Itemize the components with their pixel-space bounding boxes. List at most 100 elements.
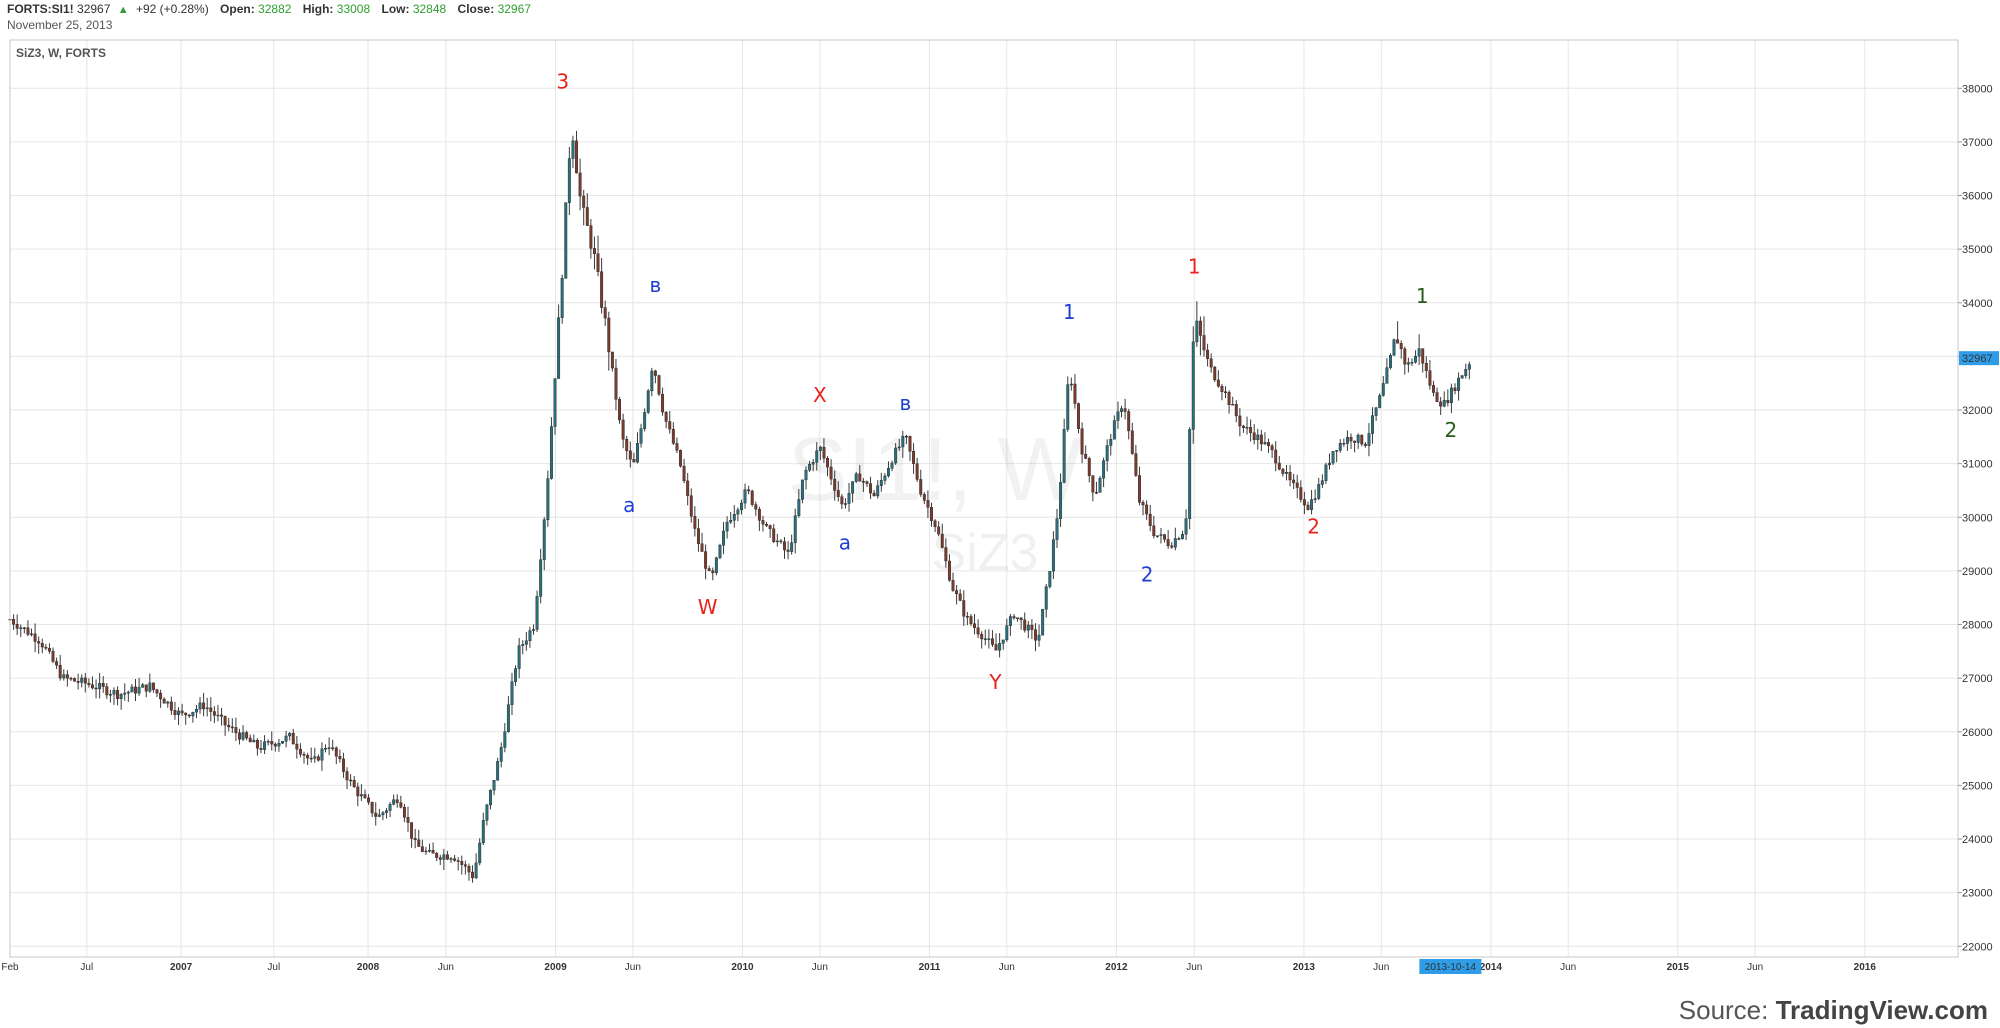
candle (1460, 374, 1464, 379)
wave-label: X (813, 383, 827, 407)
y-tick-label: 36000 (1962, 191, 1993, 203)
candle-body (327, 747, 331, 749)
candle (33, 623, 37, 653)
candle-body (1353, 440, 1357, 443)
source-credit[interactable]: Source: TradingView.com (1679, 995, 1988, 1026)
candle (1396, 321, 1400, 344)
candle-body (123, 692, 127, 695)
symbol-name[interactable]: FORTS:SI1! (7, 2, 74, 16)
candle (729, 512, 733, 524)
candle-body (1005, 625, 1009, 641)
candle-body (718, 545, 722, 559)
candle-body (1259, 434, 1263, 445)
candle (811, 459, 815, 472)
candle (116, 686, 120, 706)
candle (1263, 432, 1267, 445)
y-tick-label: 22000 (1962, 941, 1993, 953)
candle-body (1209, 358, 1213, 368)
candle (1001, 639, 1005, 650)
candle (263, 735, 267, 755)
candle-body (417, 839, 421, 847)
wave-label: а (623, 493, 635, 517)
y-tick-label: 31000 (1962, 459, 1993, 471)
candle (105, 683, 109, 699)
candle-body (420, 846, 424, 852)
candle-body (248, 737, 252, 743)
candle (492, 780, 496, 796)
x-tick-label: Feb (1, 962, 19, 973)
candle (169, 696, 173, 715)
x-tick-label: 2015 (1667, 962, 1690, 973)
candle-body (1195, 320, 1199, 343)
candle (1209, 353, 1213, 373)
candle (453, 854, 457, 862)
candle (1109, 433, 1113, 456)
low-value: 32848 (412, 2, 447, 16)
candle (291, 728, 295, 745)
candle (1367, 423, 1371, 457)
candle (1170, 542, 1174, 549)
candle-body (908, 436, 912, 452)
series-legend[interactable]: SiZ3, W, FORTS (16, 46, 106, 60)
candle-body (291, 732, 295, 745)
candle (836, 481, 840, 502)
candle (1295, 474, 1299, 499)
candle-body (44, 646, 48, 649)
candle-body (216, 714, 220, 717)
candle (467, 863, 471, 881)
candle-body (445, 854, 449, 860)
candle (216, 704, 220, 722)
candle-body (392, 799, 396, 805)
candle (944, 538, 948, 568)
candle (496, 757, 500, 781)
candle (1349, 433, 1353, 449)
candle (940, 523, 944, 549)
candle (607, 311, 611, 371)
candle (1030, 619, 1034, 640)
candle-body (485, 804, 489, 821)
candle (797, 489, 801, 518)
candle-body (1324, 464, 1328, 481)
candle (1116, 401, 1120, 429)
candle (1145, 500, 1149, 521)
candle-body (413, 838, 417, 841)
candle (463, 860, 467, 875)
candle (26, 620, 30, 637)
candle-body (1388, 355, 1392, 368)
candle (664, 411, 668, 429)
candle (471, 865, 474, 883)
candle-body (255, 739, 259, 749)
candle (682, 458, 686, 484)
price-axis[interactable]: 22000 23000 24000 25000 26000 27000 28000 29000… (1958, 83, 1993, 953)
candle-body (1460, 375, 1464, 379)
candle (610, 351, 614, 372)
candle-body (1399, 343, 1403, 349)
candle-body (173, 710, 177, 715)
candle-body (1138, 475, 1141, 503)
candle-body (474, 862, 478, 879)
candle (951, 572, 955, 592)
candle-body (1360, 434, 1364, 445)
candle (238, 728, 241, 745)
x-tick-label: 2008 (357, 962, 380, 973)
candle-body (1087, 458, 1091, 476)
time-axis[interactable]: Feb Jul 2007 Jul 2008 Jun 2009 Jun 2010 Jun 2011 Ju… (1, 962, 1876, 973)
wave-label: 2 (1445, 418, 1458, 442)
candle (750, 489, 754, 507)
candle-body (1041, 609, 1045, 636)
candle (632, 452, 636, 463)
candle (377, 808, 381, 818)
candle-body (1381, 383, 1385, 396)
candle (44, 643, 48, 651)
candle-body (833, 478, 837, 491)
candle (553, 378, 557, 435)
candle (783, 537, 786, 559)
price-chart[interactable]: SI1!, W SiZ3 3 в а W Xа в Y 1 2 1 2 1 2 SiZ3, W, FOR… (0, 0, 2000, 1000)
candle-body (643, 412, 647, 429)
candle-body (212, 711, 216, 716)
candle (1134, 444, 1138, 477)
candle-body (402, 807, 406, 818)
candle-body (295, 743, 299, 750)
candle-body (1077, 403, 1080, 429)
candle-body (503, 731, 507, 748)
